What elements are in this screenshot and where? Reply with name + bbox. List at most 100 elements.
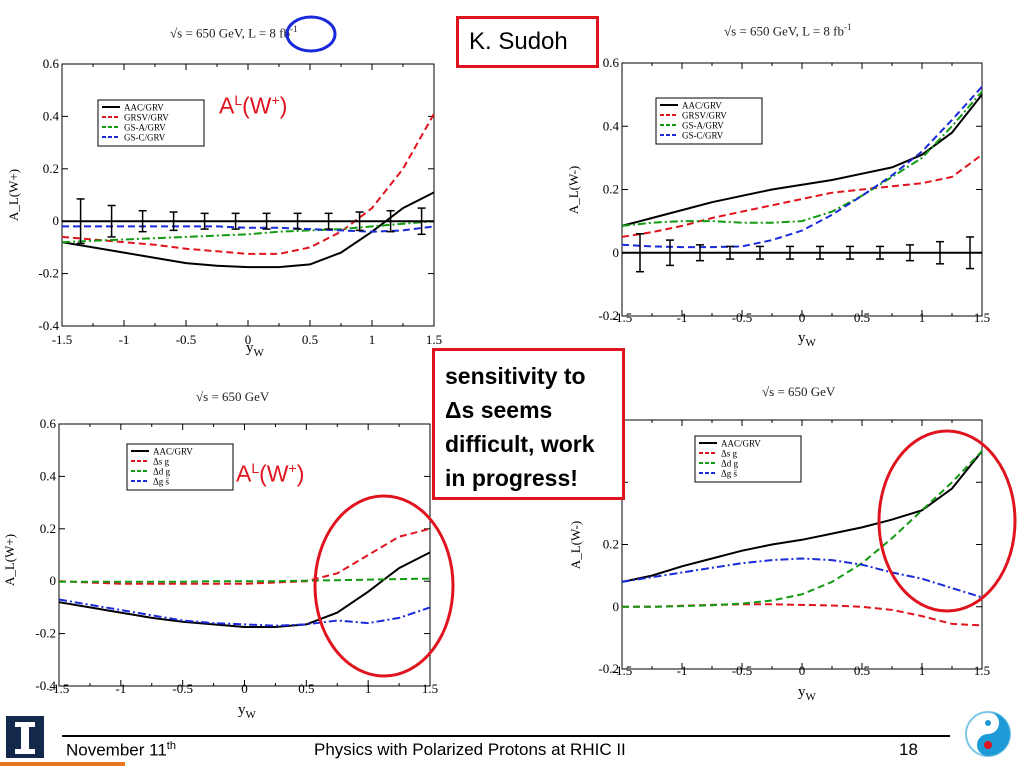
x-axis-label: yW (798, 684, 817, 703)
x-tick-label: 1 (919, 310, 926, 325)
series-line (58, 527, 431, 585)
series-line (622, 603, 983, 627)
x-axis-label-sub: W (806, 691, 817, 703)
x-tick-label: 0.5 (854, 310, 870, 325)
chart-title-text: √s = 650 GeV (762, 384, 836, 399)
x-tick-label: -1 (115, 681, 126, 696)
chart-title-text: √s = 650 GeV, L = 8 fb (724, 23, 845, 39)
y-axis-label: A_L(W-) (566, 166, 581, 214)
legend-label: Δs g (153, 457, 170, 467)
legend-label: GS-C/GRV (124, 133, 166, 143)
al-wplus-label-bottom: AL(W+) (236, 460, 304, 488)
y-tick-label: 0.6 (603, 55, 620, 70)
legend-label: GS-A/GRV (124, 123, 166, 133)
note-box: sensitivity to Δs seems difficult, work … (432, 348, 625, 500)
x-tick-label: 0 (799, 310, 806, 325)
footer-title: Physics with Polarized Protons at RHIC I… (314, 740, 626, 759)
legend-label: AAC/GRV (124, 103, 164, 113)
x-tick-label: -1 (677, 663, 688, 678)
legend-label: AAC/GRV (721, 439, 761, 449)
y-tick-label: -0.4 (38, 318, 59, 333)
illinois-logo-icon (6, 716, 44, 758)
x-tick-label: 0 (241, 681, 248, 696)
y-axis-label: A_L(W+) (6, 169, 21, 221)
al-label-base: A (236, 460, 252, 487)
x-tick-label: 0.5 (854, 663, 870, 678)
chart-title-sup: -1 (290, 24, 298, 34)
x-tick-label: -0.5 (732, 663, 753, 678)
y-tick-label: 0.4 (603, 118, 620, 133)
x-tick-label: 0 (245, 332, 252, 347)
y-tick-label: 0 (613, 245, 620, 260)
footer-date: November 11th (66, 740, 176, 761)
series-line (621, 86, 983, 249)
x-axis-label: yW (238, 702, 257, 721)
x-tick-label: 0 (799, 663, 806, 678)
legend-label: Δs g (721, 449, 738, 459)
series-line (61, 191, 435, 269)
series-line (621, 90, 983, 227)
series-line (61, 113, 435, 255)
y-tick-label: 0.2 (603, 182, 619, 197)
y-tick-label: 0.6 (43, 56, 60, 71)
plot-frame (621, 419, 983, 670)
legend-label: Δd g (721, 459, 739, 469)
note-text: sensitivity to Δs seems difficult, work … (445, 363, 595, 491)
x-axis-label: yW (246, 340, 265, 359)
x-axis-label-sub: W (246, 709, 257, 721)
x-axis-label-sub: W (806, 337, 817, 349)
plot-frame (621, 62, 983, 317)
al-label-sup: + (271, 92, 280, 108)
chart-title: √s = 650 GeV, L = 8 fb-1 (170, 24, 298, 41)
legend-box (97, 99, 205, 147)
series-line (621, 557, 983, 599)
rhic-logo-icon (965, 711, 1011, 757)
x-axis-label-sub: W (254, 347, 265, 359)
y-tick-label: -0.2 (38, 266, 59, 281)
series-line (62, 225, 435, 233)
illinois-logo-bar (0, 762, 125, 766)
y-axis-label: A_L(W-) (568, 521, 583, 569)
chart-title: √s = 650 GeV (196, 389, 269, 405)
y-tick-label: 0.6 (40, 416, 57, 431)
legend-label: AAC/GRV (682, 101, 722, 111)
x-tick-label: -1 (677, 310, 688, 325)
y-tick-label: 0 (53, 213, 60, 228)
y-tick-label: 0.2 (603, 537, 619, 552)
footer-date-text: November 11 (66, 740, 167, 760)
x-tick-label: -0.5 (172, 681, 193, 696)
al-label-base: A (219, 92, 235, 119)
x-axis-label: yW (798, 330, 817, 349)
legend-label: Δg s̄ (721, 469, 738, 479)
chart-title-text: √s = 650 GeV (196, 389, 270, 404)
series-line (58, 551, 431, 628)
x-tick-label: 1 (369, 332, 376, 347)
x-tick-label: -1.5 (612, 310, 633, 325)
y-tick-label: -0.2 (598, 308, 619, 323)
al-label-paren: (W (242, 92, 272, 119)
x-tick-label: 0.5 (302, 332, 318, 347)
series-line (621, 450, 983, 583)
footer-divider (62, 735, 950, 737)
author-name: K. Sudoh (469, 28, 568, 55)
legend-label: GRSV/GRV (682, 111, 727, 121)
series-line (59, 577, 431, 583)
x-tick-label: -1 (119, 332, 130, 347)
y-tick-label: 0 (613, 599, 620, 614)
x-tick-label: -1.5 (49, 681, 70, 696)
x-tick-label: -1.5 (612, 663, 633, 678)
x-tick-label: 1 (919, 663, 926, 678)
legend-box (126, 443, 234, 491)
red-highlight-ellipse-left (313, 494, 455, 678)
y-tick-label: -0.2 (35, 626, 56, 641)
al-label-sup: L (251, 460, 260, 476)
x-tick-label: 1.5 (426, 332, 442, 347)
legend-label: Δg s̄ (153, 477, 170, 487)
legend-label: AAC/GRV (153, 447, 193, 457)
author-box: K. Sudoh (456, 16, 599, 68)
series-line (58, 598, 431, 627)
x-tick-label: -0.5 (732, 310, 753, 325)
legend-label: Δd g (153, 467, 171, 477)
x-tick-label: 1 (365, 681, 372, 696)
al-label-paren: (W (259, 460, 289, 487)
